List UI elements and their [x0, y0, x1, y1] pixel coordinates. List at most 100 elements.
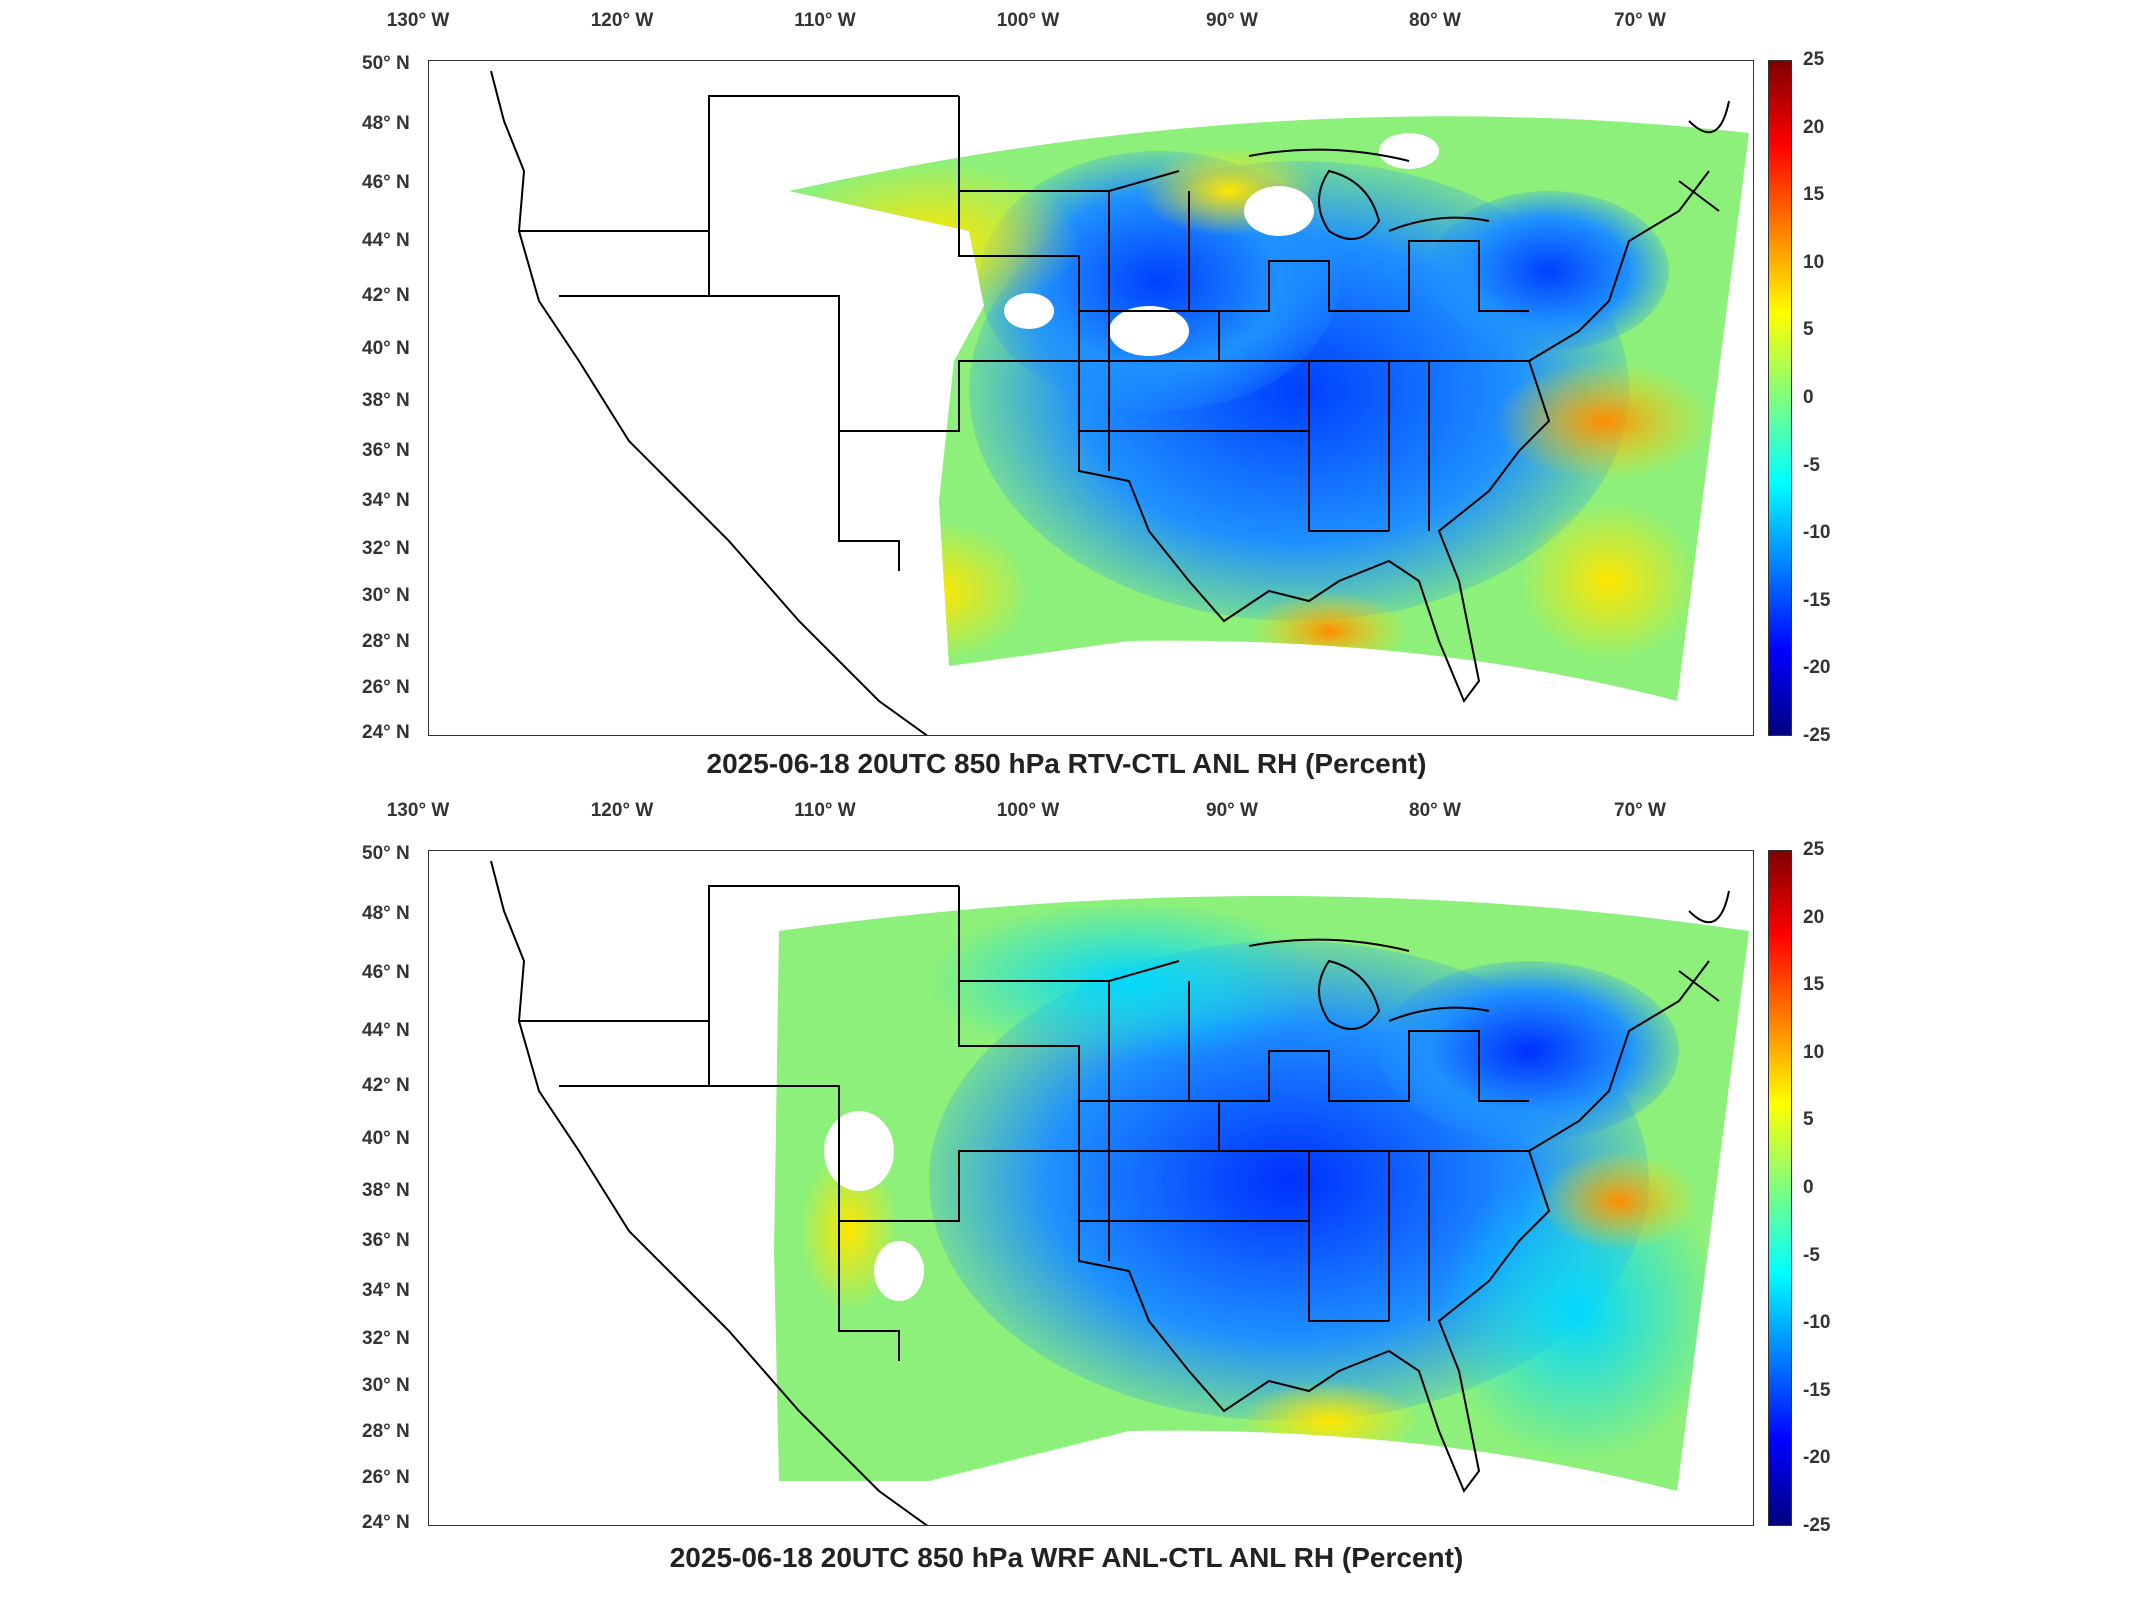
colorbar-tick-label: 25: [1803, 839, 1825, 860]
positive-anomaly-region: [1239, 1381, 1419, 1461]
lon-tick-label: 90° W: [1206, 10, 1258, 31]
central-and-eastern-boundaries: [959, 960, 1710, 1493]
pacific-coastline: [490, 70, 928, 735]
negative-anomaly-region: [1429, 191, 1669, 351]
shaded-field: [789, 116, 1749, 701]
colorbar-tick-label: -15: [1803, 590, 1831, 611]
positive-anomaly-region: [1539, 1151, 1699, 1251]
lon-tick-label: 70° W: [1614, 800, 1666, 821]
lon-tick-label: 110° W: [794, 800, 856, 821]
missing-data-patch: [1379, 133, 1439, 169]
colorbar-tick-label: 10: [1803, 252, 1825, 273]
lon-tick-label: 120° W: [590, 10, 654, 31]
lat-tick-label: 30° N: [362, 585, 410, 606]
colorbar-tick-label: -10: [1803, 1312, 1831, 1333]
panel-title: 2025-06-18 20UTC 850 hPa RTV-CTL ANL RH …: [706, 748, 1427, 779]
lon-tick-label: 130° W: [386, 10, 450, 31]
colorbar-tick-label: 20: [1803, 117, 1825, 138]
lat-tick-label: 44° N: [362, 1020, 410, 1041]
lat-tick-label: 32° N: [362, 538, 410, 559]
colorbar: [1768, 850, 1792, 1526]
state-boundaries: [1188, 981, 1529, 1102]
lat-tick-label: 44° N: [362, 230, 410, 251]
lat-tick-label: 36° N: [362, 440, 410, 461]
positive-anomaly-region: [1249, 591, 1409, 671]
lat-tick-label: 46° N: [362, 962, 410, 983]
lat-tick-label: 36° N: [362, 1230, 410, 1251]
map-plot-area: [428, 850, 1754, 1526]
great-lake-superior: [1248, 148, 1410, 162]
northeast-coastline: [1678, 890, 1730, 1002]
colorbar-tick-label: 15: [1803, 974, 1825, 995]
colorbar-tick-label: 5: [1803, 1109, 1814, 1130]
panel-title: 2025-06-18 20UTC 850 hPa WRF ANL-CTL ANL…: [669, 1542, 1464, 1573]
lat-tick-label: 24° N: [362, 1512, 410, 1533]
lat-tick-label: 26° N: [362, 677, 410, 698]
missing-data-patch: [874, 1241, 924, 1301]
state-boundaries: [519, 885, 959, 1022]
colorbar-tick-label: -5: [1803, 455, 1820, 476]
state-boundaries: [838, 1221, 900, 1361]
missing-data-patch: [1244, 186, 1314, 236]
lon-tick-label: 80° W: [1409, 800, 1461, 821]
colorbar-tick-label: -20: [1803, 657, 1831, 678]
colorbar-tick-label: 10: [1803, 1042, 1825, 1063]
map-panel-top: 130° W 120° W 110° W 100° W 90° W 80° W …: [0, 0, 2133, 790]
colorbar-tick-label: -20: [1803, 1447, 1831, 1468]
lat-tick-label: 38° N: [362, 1180, 410, 1201]
state-boundaries: [1188, 191, 1529, 312]
negative-anomaly-region: [929, 901, 1329, 1061]
colorbar-tick-label: 5: [1803, 319, 1814, 340]
state-boundaries: [838, 431, 900, 571]
lat-tick-label: 40° N: [362, 338, 410, 359]
shaded-field: [774, 896, 1749, 1491]
lat-tick-label: 28° N: [362, 1421, 410, 1442]
state-boundaries: [1108, 256, 1529, 532]
colorbar-tick-label: 20: [1803, 907, 1825, 928]
state-boundaries: [559, 231, 1029, 432]
lat-tick-label: 30° N: [362, 1375, 410, 1396]
state-boundaries: [519, 95, 959, 232]
colorbar-tick-label: 25: [1803, 49, 1825, 70]
lat-tick-label: 34° N: [362, 490, 410, 511]
lon-tick-label: 100° W: [996, 10, 1060, 31]
colorbar-tick-label: -25: [1803, 1515, 1831, 1536]
lon-tick-label: 70° W: [1614, 10, 1666, 31]
colorbar-tick-label: -5: [1803, 1245, 1820, 1266]
colorbar-tick-label: 0: [1803, 1177, 1814, 1198]
lat-tick-label: 24° N: [362, 722, 410, 743]
lon-tick-label: 100° W: [996, 800, 1060, 821]
lat-tick-label: 42° N: [362, 285, 410, 306]
great-lake-superior: [1248, 938, 1410, 952]
lat-tick-label: 28° N: [362, 631, 410, 652]
lon-tick-label: 130° W: [386, 800, 450, 821]
rh-difference-map: [490, 860, 1749, 1525]
lat-tick-label: 38° N: [362, 390, 410, 411]
lon-tick-label: 120° W: [590, 800, 654, 821]
central-and-eastern-boundaries: [959, 170, 1710, 703]
colorbar-tick-label: 15: [1803, 184, 1825, 205]
map-plot-area: [428, 60, 1754, 736]
lon-tick-label: 90° W: [1206, 800, 1258, 821]
missing-data-patch: [1004, 293, 1054, 329]
rh-difference-map: [490, 70, 1749, 735]
colorbar-tick-label: -10: [1803, 522, 1831, 543]
pacific-coastline: [490, 860, 928, 1525]
negative-anomaly-region: [1379, 961, 1679, 1141]
great-lake-erie: [1388, 216, 1490, 232]
map-panel-bottom: 130° W 120° W 110° W 100° W 90° W 80° W …: [0, 790, 2133, 1600]
lon-tick-label: 80° W: [1409, 10, 1461, 31]
lat-tick-label: 34° N: [362, 1280, 410, 1301]
missing-data-patch: [1109, 306, 1189, 356]
state-boundaries: [1108, 1046, 1529, 1322]
colorbar-tick-label: 0: [1803, 387, 1814, 408]
colorbar-tick-label: -15: [1803, 1380, 1831, 1401]
lat-tick-label: 32° N: [362, 1328, 410, 1349]
lon-tick-label: 110° W: [794, 10, 856, 31]
missing-data-patch: [824, 1111, 894, 1191]
great-lake-michigan: [1318, 959, 1381, 1030]
lat-tick-label: 42° N: [362, 1075, 410, 1096]
lat-tick-label: 40° N: [362, 1128, 410, 1149]
coastlines-and-boundaries: [490, 860, 1730, 1525]
lat-tick-label: 48° N: [362, 903, 410, 924]
